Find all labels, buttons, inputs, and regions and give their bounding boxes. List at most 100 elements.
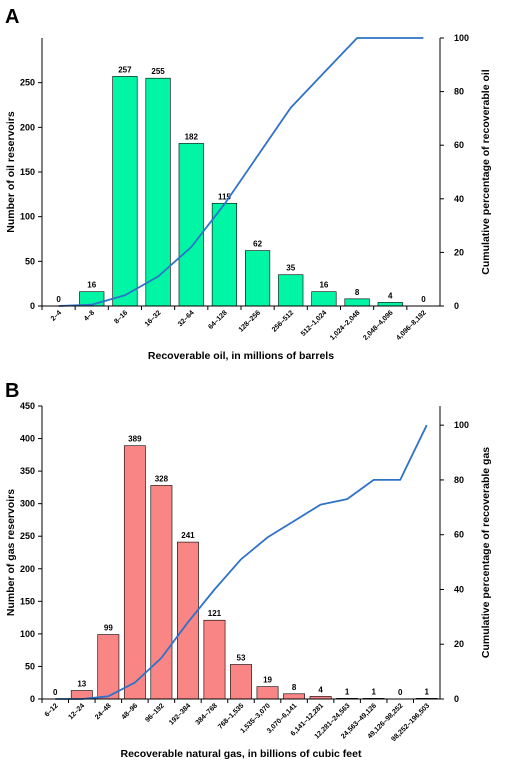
y-tick-label: 450 (20, 401, 35, 411)
y2-tick-label: 40 (454, 584, 464, 594)
x-tick-label: 512–1,024 (300, 309, 328, 337)
y-tick-label: 0 (30, 694, 35, 704)
y2-tick-label: 20 (454, 639, 464, 649)
y2-axis-title: Cumulative percentage of recoverable gas (480, 447, 492, 658)
bar-data-label: 328 (155, 474, 169, 483)
bar (123, 445, 146, 700)
bar (377, 302, 403, 307)
bar-data-label: 257 (118, 65, 132, 74)
bar-data-label: 255 (151, 67, 165, 76)
x-tick-label: 6–12 (44, 702, 60, 718)
x-tick-label: 2–4 (50, 309, 63, 322)
y2-tick-label: 100 (454, 33, 469, 43)
bar (256, 686, 279, 700)
bar-data-label: 8 (355, 288, 360, 297)
x-tick-label: 8–16 (113, 309, 129, 325)
x-tick-label: 128–256 (238, 309, 262, 333)
bar (97, 634, 120, 700)
cumulative-line (58, 37, 424, 307)
bar-data-label: 4 (318, 685, 323, 694)
x-tick-label: 16–32 (144, 309, 163, 328)
bar-data-label: 241 (181, 531, 195, 540)
panel-letter: A (5, 6, 19, 28)
y-tick-label: 100 (20, 629, 35, 639)
y2-tick-label: 0 (454, 694, 459, 704)
bar-data-label: 0 (421, 295, 426, 304)
y-tick-label: 400 (20, 434, 35, 444)
bar-data-label: 1 (345, 687, 350, 696)
y-tick-label: 250 (20, 78, 35, 88)
bar-data-label: 182 (185, 132, 199, 141)
bar (311, 291, 337, 307)
y-tick-label: 100 (20, 212, 35, 222)
bar-data-label: 13 (77, 680, 86, 689)
bar (177, 541, 199, 700)
bar (150, 485, 173, 700)
bar-data-label: 99 (104, 624, 113, 633)
bar-data-label: 35 (286, 264, 295, 273)
x-axis-title: Recoverable oil, in millions of barrels (148, 350, 334, 362)
cumulative-line (55, 424, 428, 700)
bar-data-label: 121 (208, 609, 222, 618)
bar (145, 77, 171, 307)
bar-data-label: 62 (253, 240, 262, 249)
bar-data-label: 8 (292, 683, 297, 692)
bar (278, 274, 304, 307)
bar (112, 76, 138, 307)
y-tick-label: 150 (20, 167, 35, 177)
x-tick-label: 192–384 (168, 702, 192, 726)
y-tick-label: 150 (20, 596, 35, 606)
bar-data-label: 1 (371, 687, 376, 696)
x-tick-label: 4,096–8,192 (395, 309, 428, 342)
x-tick-label: 32–64 (177, 309, 196, 328)
y-tick-label: 50 (25, 661, 35, 671)
x-tick-label: 4–8 (83, 309, 96, 322)
y2-tick-label: 40 (454, 194, 464, 204)
y-tick-label: 200 (20, 122, 35, 132)
bar (178, 143, 204, 307)
x-tick-label: 2,048–4,096 (362, 309, 395, 342)
x-tick-label: 64–128 (207, 309, 229, 331)
x-tick-label: 1,024–2,048 (329, 309, 362, 342)
y2-tick-label: 80 (454, 87, 464, 97)
y-tick-label: 200 (20, 564, 35, 574)
y-axis-title: Number of gas reservoirs (5, 489, 17, 616)
x-tick-label: 48–96 (121, 702, 140, 721)
bar (211, 202, 237, 307)
y2-axis-title: Cumulative percentage of recoverable oil (480, 69, 492, 274)
x-tick-label: 24–48 (94, 702, 113, 721)
y-tick-label: 350 (20, 466, 35, 476)
bar-data-label: 0 (53, 688, 58, 697)
y2-tick-label: 0 (454, 301, 459, 311)
bar-data-label: 16 (319, 281, 328, 290)
y2-tick-label: 60 (454, 530, 464, 540)
bar-data-label: 389 (128, 435, 142, 444)
x-axis-title: Recoverable natural gas, in billions of … (121, 748, 362, 760)
x-tick-label: 256–512 (271, 309, 295, 333)
bar (230, 664, 252, 700)
x-tick-label: 12–24 (67, 702, 86, 721)
y-tick-label: 250 (20, 531, 35, 541)
y-tick-label: 0 (30, 301, 35, 311)
x-tick-label: 384–768 (195, 702, 219, 726)
panel-letter: B (5, 380, 19, 402)
bar-data-label: 1 (425, 687, 430, 696)
bar (283, 693, 305, 700)
bar-data-label: 19 (263, 676, 272, 685)
y2-tick-label: 60 (454, 140, 464, 150)
bar-data-label: 115 (218, 192, 231, 201)
y-tick-label: 50 (25, 256, 35, 266)
bar (344, 298, 370, 307)
bar-data-label: 4 (388, 291, 393, 300)
y2-tick-label: 80 (454, 475, 464, 485)
bar-data-label: 0 (398, 688, 403, 697)
bar (245, 250, 271, 307)
x-tick-label: 96–192 (144, 702, 166, 724)
y-tick-label: 300 (20, 499, 35, 509)
y2-tick-label: 100 (454, 420, 469, 430)
x-tick-label: 768–1,535 (217, 702, 245, 730)
bar-data-label: 53 (237, 653, 246, 662)
